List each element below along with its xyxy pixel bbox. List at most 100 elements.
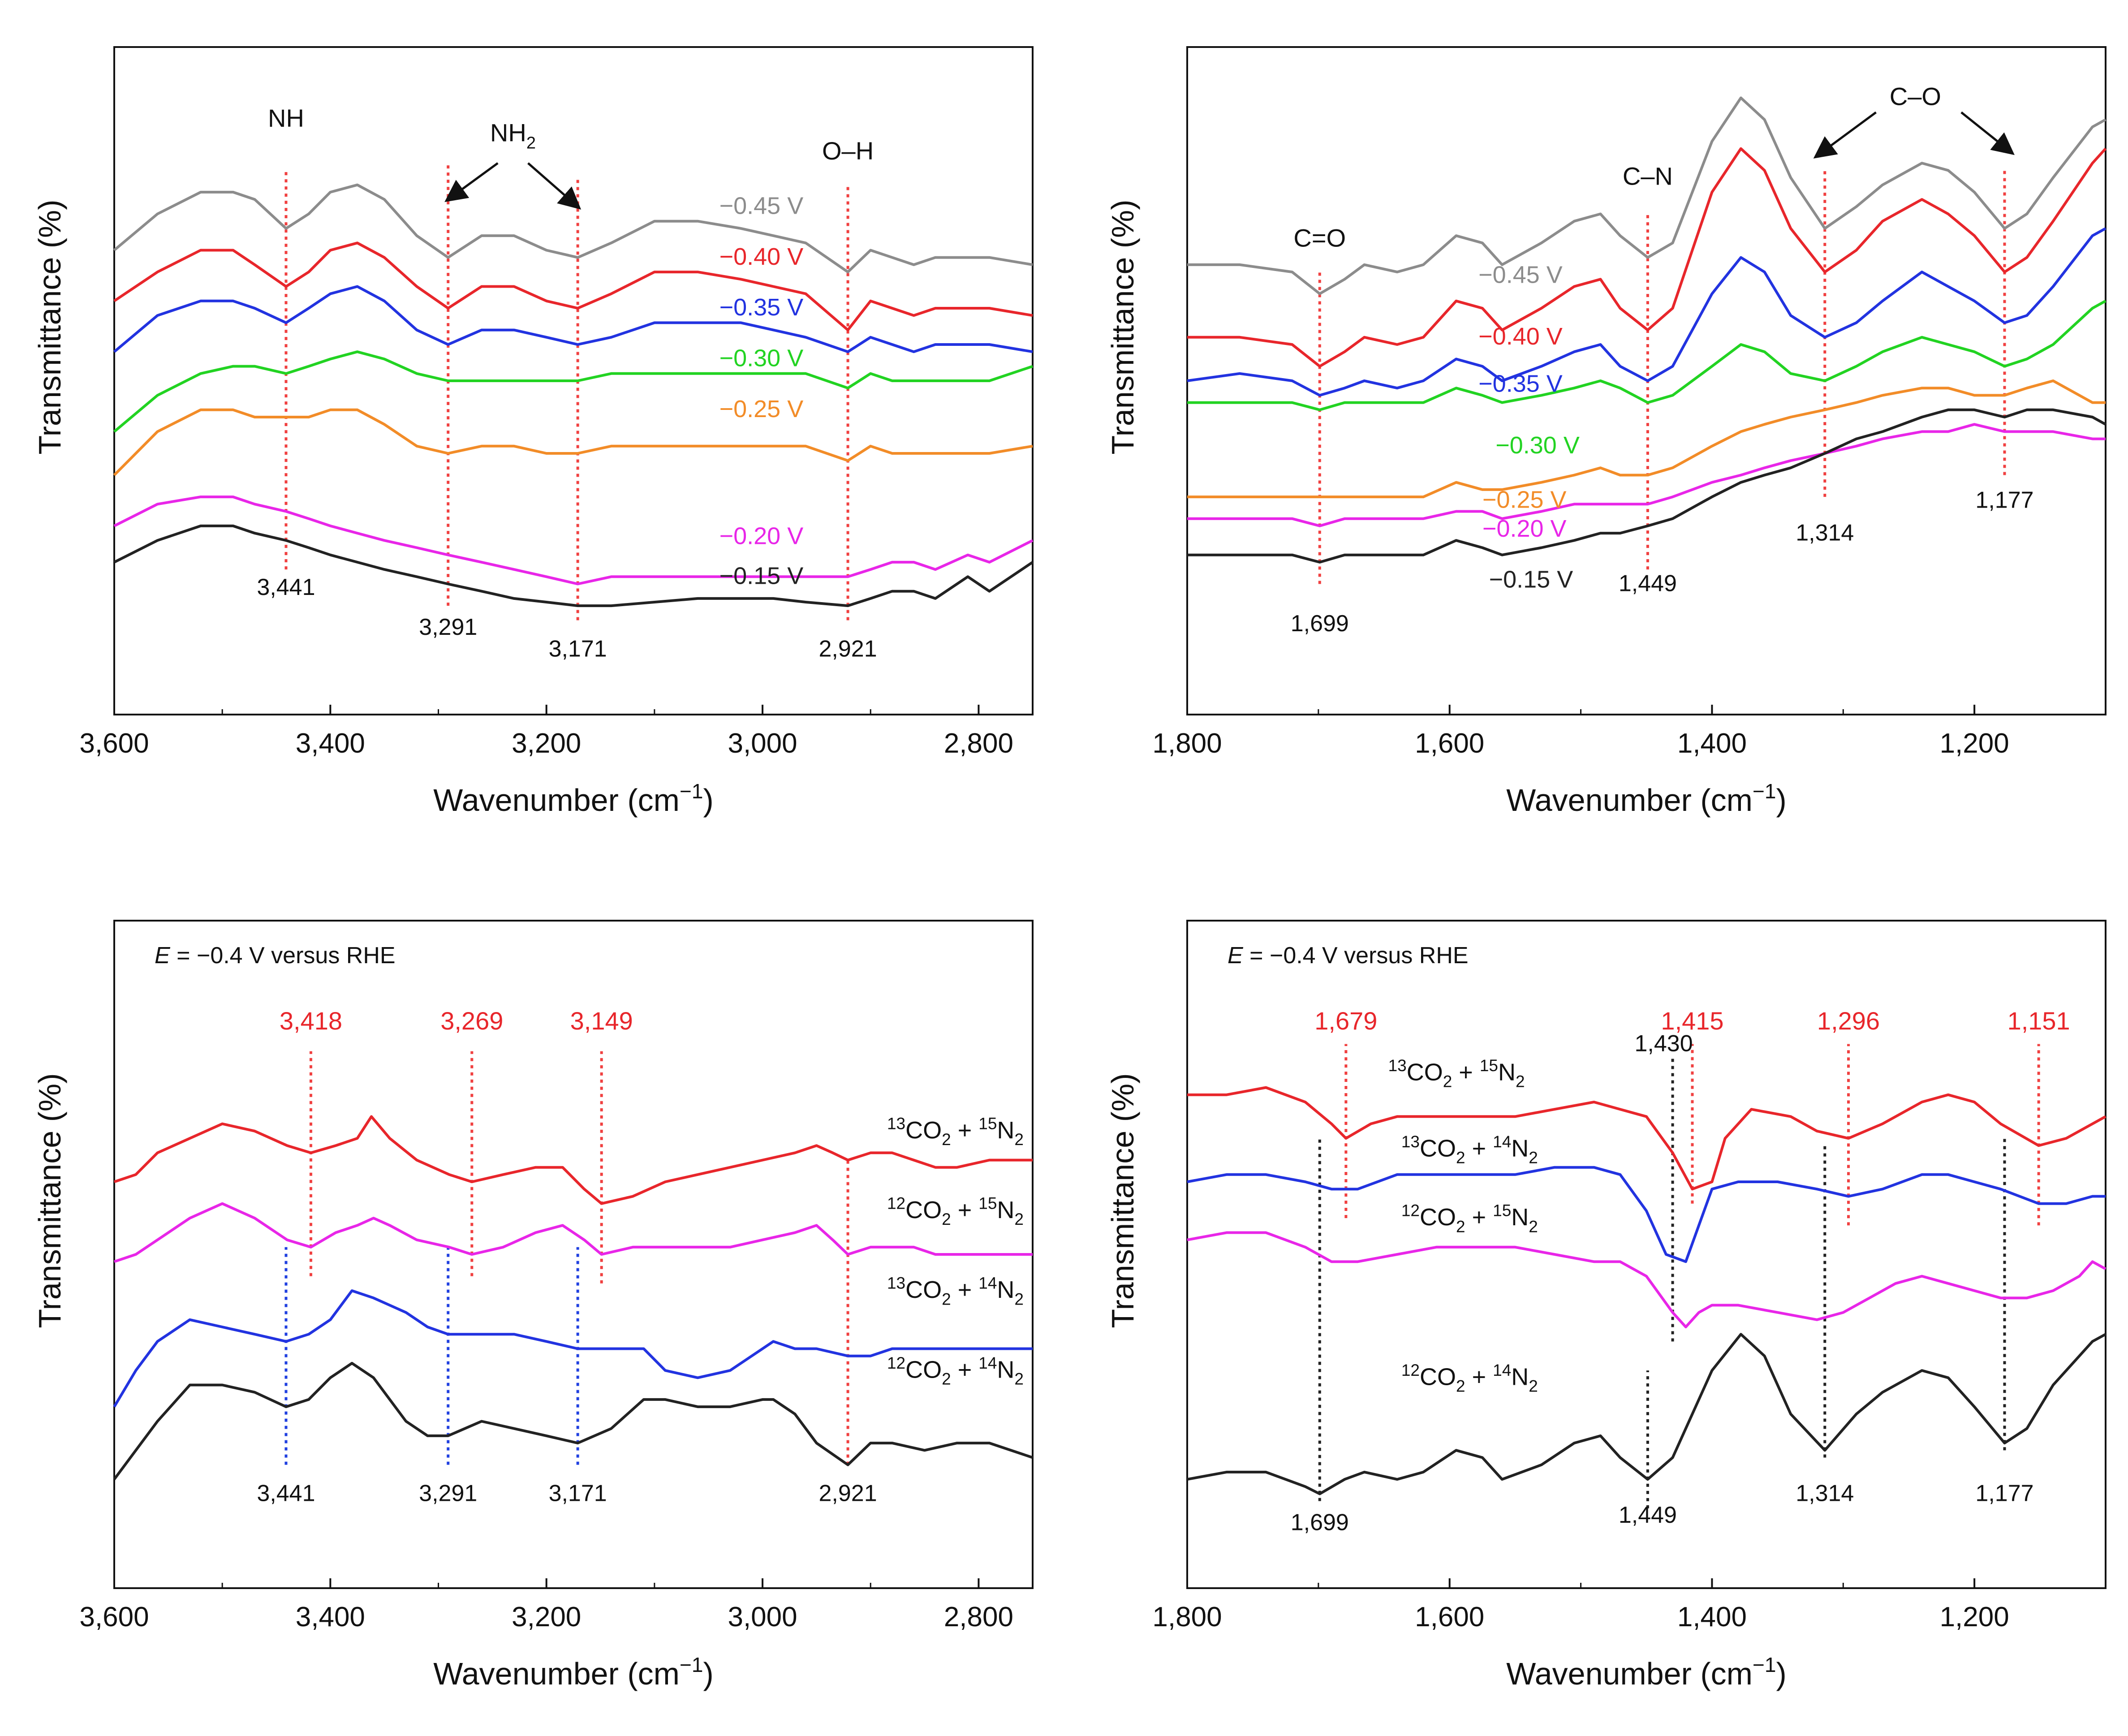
series-label: 13CO2 + 14N2 xyxy=(1401,1133,1538,1167)
series-line xyxy=(113,524,1034,607)
peak-label-shifted: 3,418 xyxy=(280,1007,342,1035)
series-line xyxy=(113,408,1033,476)
series-line xyxy=(113,495,1034,586)
x-tick-label: 2,800 xyxy=(944,1602,1013,1633)
peak-label: 2,921 xyxy=(819,636,877,662)
peak-label-shifted: 1,296 xyxy=(1817,1007,1880,1035)
series-label: −0.40 V xyxy=(1478,323,1563,350)
plot-frame xyxy=(113,46,1034,715)
series-label: −0.45 V xyxy=(719,193,804,220)
x-tick-label: 3,600 xyxy=(79,728,149,759)
annotation-arrow xyxy=(1813,111,1877,159)
series-line xyxy=(1187,1231,2106,1328)
panel-c: 3,600 3,400 3,200 3,000 2,800 Wavenumber (cm−… xyxy=(32,920,1034,1691)
series-line xyxy=(1187,300,2106,411)
peak-label: 3,291 xyxy=(419,1481,477,1507)
x-tick-label: 1,200 xyxy=(1940,1602,2009,1633)
plot-frame xyxy=(1186,920,2106,1589)
x-tick-label: 1,800 xyxy=(1152,1602,1222,1633)
peak-label: 3,291 xyxy=(419,614,477,640)
band-annotation: C=O xyxy=(1293,224,1346,252)
series-label: −0.45 V xyxy=(1478,261,1563,288)
series-label: −0.30 V xyxy=(719,345,804,372)
peak-label: 1,177 xyxy=(1975,1481,2033,1507)
x-tick-label: 1,600 xyxy=(1415,1602,1484,1633)
series-label: −0.20 V xyxy=(1482,515,1567,542)
series-label: −0.30 V xyxy=(1495,432,1580,459)
series-line xyxy=(113,1361,1033,1480)
x-tick-label: 1,400 xyxy=(1677,1602,1747,1633)
series-line xyxy=(113,1289,1033,1408)
series-label: −0.35 V xyxy=(1478,370,1563,397)
series-line xyxy=(1187,408,2106,564)
x-axis-label: Wavenumber (cm−1) xyxy=(1506,1653,1787,1691)
series-line xyxy=(113,241,1033,332)
series-line xyxy=(113,350,1033,433)
x-tick-label: 1,400 xyxy=(1677,728,1747,759)
y-axis-label: Transmittance (%) xyxy=(32,1073,67,1328)
series-label: 12CO2 + 15N2 xyxy=(887,1194,1024,1229)
series-line xyxy=(113,183,1033,274)
peak-label: 1,699 xyxy=(1291,1509,1349,1535)
peak-label-shifted: 1,679 xyxy=(1314,1007,1377,1035)
condition-label: E = −0.4 V versus RHE xyxy=(155,943,396,969)
peak-label: 1,430 xyxy=(1635,1031,1693,1057)
peak-label: 1,449 xyxy=(1619,1502,1677,1528)
x-tick-label: 3,200 xyxy=(512,728,581,759)
peak-label-shifted: 1,415 xyxy=(1661,1007,1723,1035)
peak-label: 3,171 xyxy=(549,1481,607,1507)
series-label: 13CO2 + 14N2 xyxy=(887,1274,1024,1309)
y-axis-label: Transmittance (%) xyxy=(1105,1073,1140,1328)
series-label: −0.20 V xyxy=(719,522,804,549)
peak-label: 1,314 xyxy=(1796,520,1854,546)
series-line xyxy=(1187,379,2106,499)
series-label: −0.25 V xyxy=(1482,486,1567,513)
x-axis-label: Wavenumber (cm−1) xyxy=(1506,780,1787,818)
series-label: −0.15 V xyxy=(719,562,804,589)
series-label: 13CO2 + 15N2 xyxy=(1388,1056,1525,1091)
peak-label: 1,449 xyxy=(1619,571,1677,597)
band-annotation: C–N xyxy=(1623,162,1673,190)
band-annotation: NH2 xyxy=(490,119,536,153)
series-label: 12CO2 + 14N2 xyxy=(887,1354,1024,1388)
x-tick-label: 3,000 xyxy=(728,1602,797,1633)
series-line xyxy=(1187,1166,2106,1263)
series-label: 13CO2 + 15N2 xyxy=(887,1114,1024,1149)
series-line xyxy=(114,1202,1033,1263)
annotation-arrow xyxy=(527,162,582,210)
x-tick-label: 3,000 xyxy=(728,728,797,759)
peak-label: 3,171 xyxy=(549,636,607,662)
series-label: −0.35 V xyxy=(719,294,804,321)
y-axis-label: Transmittance (%) xyxy=(32,199,67,454)
peak-label: 1,177 xyxy=(1975,487,2033,513)
x-tick-label: 3,400 xyxy=(296,728,365,759)
series-line xyxy=(1187,227,2106,397)
annotation-arrow xyxy=(1960,111,2015,155)
x-axis-label: Wavenumber (cm−1) xyxy=(433,780,714,818)
panel-a: 3,600 3,400 3,200 3,000 2,800 Wavenumber (cm−… xyxy=(32,46,1034,818)
condition-label: E = −0.4 V versus RHE xyxy=(1228,943,1469,969)
series-label: −0.15 V xyxy=(1489,566,1573,593)
series-line xyxy=(1187,147,2107,368)
x-tick-label: 1,800 xyxy=(1152,728,1222,759)
series-label: 12CO2 + 15N2 xyxy=(1401,1202,1538,1236)
x-tick-label: 3,600 xyxy=(79,1602,149,1633)
x-tick-label: 3,200 xyxy=(512,1602,581,1633)
series-line xyxy=(1187,1333,2106,1495)
peak-label: 1,699 xyxy=(1291,611,1349,637)
x-tick-label: 1,200 xyxy=(1940,728,2009,759)
annotation-arrow xyxy=(444,162,499,202)
series-line xyxy=(1187,423,2106,527)
band-annotation: NH xyxy=(268,104,304,132)
series-line xyxy=(1187,1086,2106,1191)
peak-label-shifted: 1,151 xyxy=(2007,1007,2070,1035)
peak-label-shifted: 3,149 xyxy=(570,1007,633,1035)
peak-label: 3,441 xyxy=(257,1481,315,1507)
peak-label-shifted: 3,269 xyxy=(440,1007,503,1035)
x-tick-label: 2,800 xyxy=(944,728,1013,759)
series-line xyxy=(113,285,1033,353)
band-annotation: O–H xyxy=(822,137,874,165)
x-axis-label: Wavenumber (cm−1) xyxy=(433,1653,714,1691)
series-label: 12CO2 + 14N2 xyxy=(1401,1361,1538,1396)
